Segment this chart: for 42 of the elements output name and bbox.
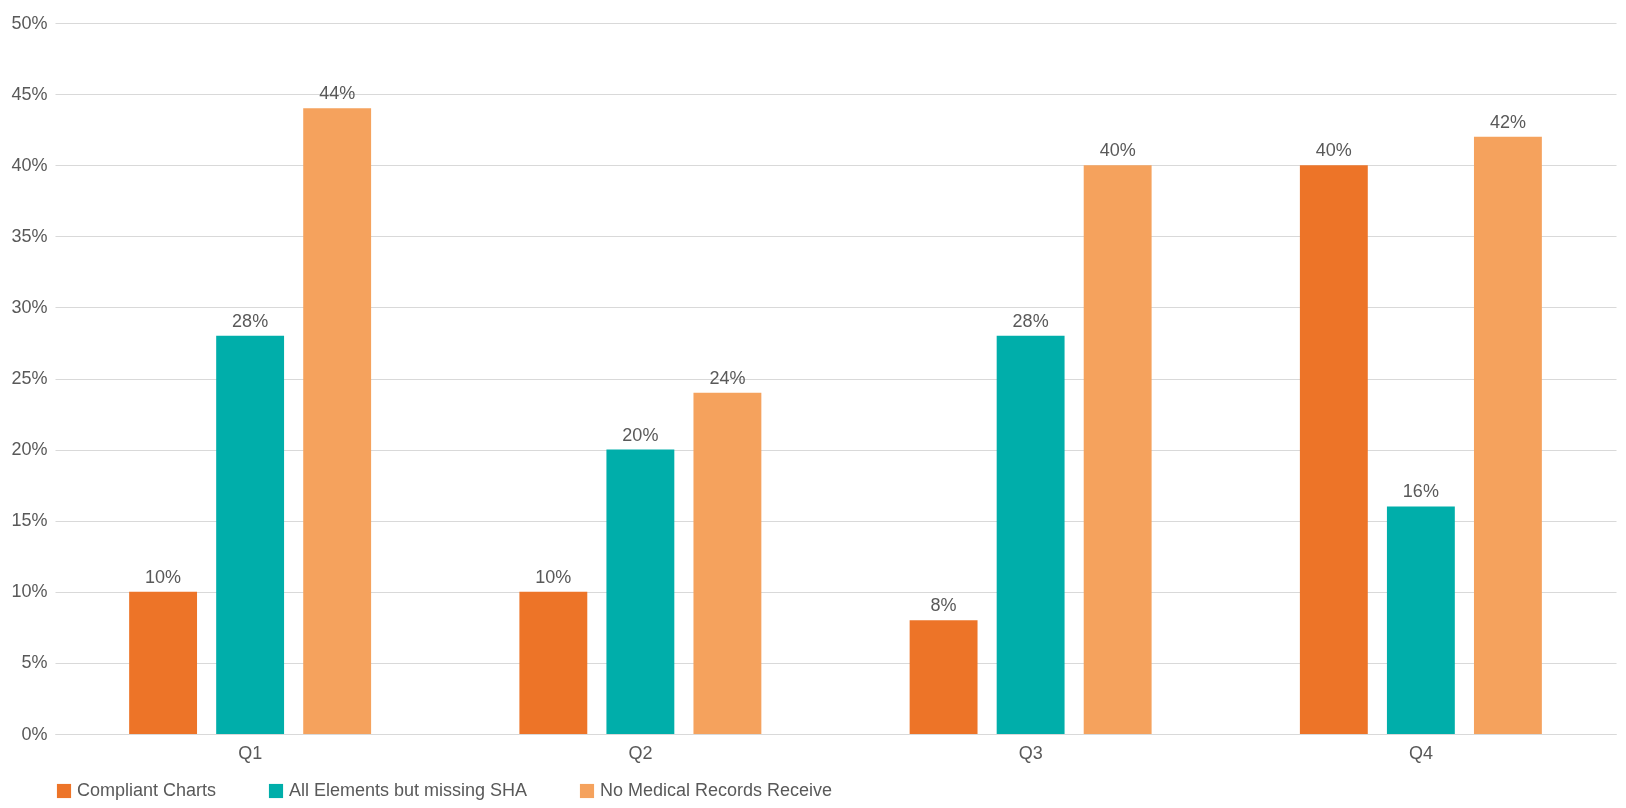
y-tick-label: 45%	[11, 83, 48, 104]
bar	[1386, 506, 1455, 734]
x-tick-label: Q2	[628, 742, 653, 763]
y-tick-label: 35%	[11, 225, 48, 246]
data-label: 40%	[1315, 140, 1352, 161]
data-label: 28%	[232, 310, 269, 331]
y-tick-label: 40%	[11, 154, 48, 175]
bar	[1083, 165, 1152, 734]
data-label: 8%	[930, 595, 957, 616]
data-label: 10%	[145, 566, 182, 587]
data-label: 28%	[1012, 310, 1049, 331]
legend-label: No Medical Records Receive	[600, 780, 833, 800]
bar	[1299, 165, 1368, 734]
bar	[693, 392, 762, 734]
bar	[216, 335, 285, 734]
data-label: 44%	[319, 83, 356, 104]
legend-label: Compliant Charts	[77, 780, 217, 800]
data-label: 40%	[1099, 140, 1136, 161]
bar	[909, 620, 978, 734]
data-label: 24%	[709, 367, 746, 388]
legend-label: All Elements but missing SHA	[289, 780, 528, 800]
bar	[1473, 136, 1542, 734]
bar	[303, 108, 372, 734]
y-tick-label: 5%	[21, 652, 48, 673]
y-tick-label: 20%	[11, 439, 48, 460]
y-tick-label: 50%	[11, 12, 48, 33]
y-tick-label: 30%	[11, 296, 48, 317]
y-tick-label: 0%	[21, 723, 48, 744]
bar	[996, 335, 1065, 734]
x-tick-label: Q4	[1408, 742, 1433, 763]
data-label: 42%	[1489, 111, 1526, 132]
bar	[129, 591, 198, 734]
y-tick-label: 25%	[11, 368, 48, 388]
x-tick-label: Q3	[1018, 742, 1043, 763]
bar	[519, 591, 588, 734]
data-label: 10%	[535, 566, 572, 587]
y-tick-label: 10%	[11, 581, 48, 602]
data-label: 20%	[622, 424, 659, 445]
data-label: 16%	[1402, 481, 1439, 502]
bar	[606, 449, 675, 734]
x-tick-label: Q1	[238, 742, 263, 763]
y-tick-label: 15%	[11, 510, 48, 531]
